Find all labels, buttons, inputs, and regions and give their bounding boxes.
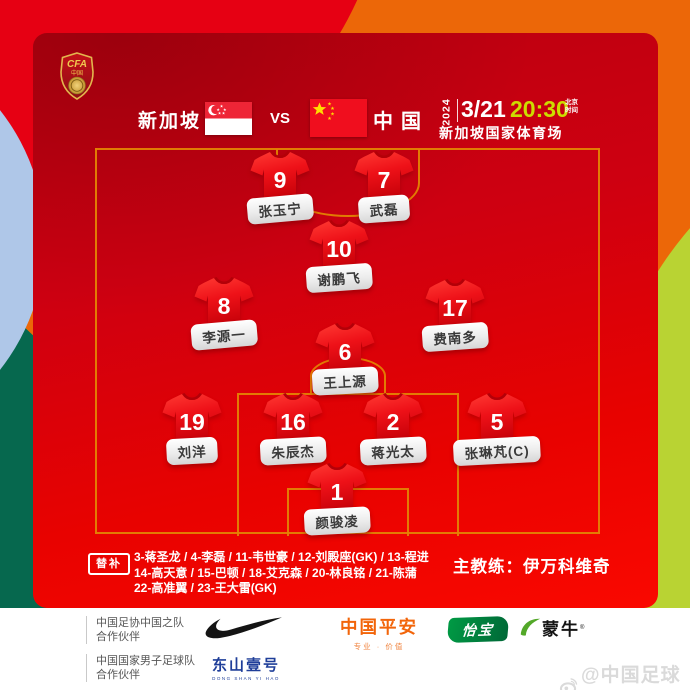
player-name-plate: 费南多 bbox=[421, 321, 489, 353]
svg-text:★: ★ bbox=[216, 107, 220, 112]
china-flag-icon: ★★ ★★ bbox=[310, 99, 367, 137]
svg-text:19: 19 bbox=[179, 409, 205, 435]
dongshan-subtext: DONG SHAN YI HAO bbox=[212, 676, 280, 681]
pingan-logo: 中国平安 专业 · 价值 bbox=[318, 614, 440, 652]
player-9: 9 张玉宁 bbox=[246, 150, 314, 225]
player-7: 7 武磊 bbox=[353, 150, 415, 224]
player-jersey-icon: 2 bbox=[363, 393, 423, 447]
svg-text:1: 1 bbox=[331, 479, 344, 505]
vs-label: VS bbox=[270, 110, 291, 127]
home-team-name: 新加坡 bbox=[138, 111, 202, 132]
player-10: 10 谢鹏飞 bbox=[305, 219, 373, 294]
cfa-badge-icon: CFA 中国 bbox=[60, 52, 94, 100]
svg-text:9: 9 bbox=[274, 167, 287, 193]
subs-line: 14-高天意 / 15-巴顿 / 18-艾克森 / 20-林良铭 / 21-陈蒲 bbox=[134, 565, 417, 580]
player-jersey-icon: 5 bbox=[467, 393, 527, 447]
player-jersey-icon: 6 bbox=[315, 323, 375, 377]
svg-text:★: ★ bbox=[330, 112, 335, 118]
svg-text:10: 10 bbox=[326, 236, 352, 262]
player-jersey-icon: 7 bbox=[354, 151, 414, 205]
player-17: 17 费南多 bbox=[421, 278, 489, 353]
subs-line: 3-蒋圣龙 / 4-李磊 / 11-韦世豪 / 12-刘殿座(GK) / 13-… bbox=[134, 550, 429, 564]
coach-name: 主教练：伊万科维奇 bbox=[453, 558, 611, 576]
dongshan-logo: 东山壹号 DONG SHAN YI HAO bbox=[212, 657, 281, 681]
player-16: 16 朱辰杰 bbox=[259, 392, 327, 466]
pingan-tagline: 专业 · 价值 bbox=[353, 642, 405, 651]
player-19: 19 刘洋 bbox=[161, 392, 223, 466]
pitch-touchline-right bbox=[598, 148, 600, 534]
svg-text:5: 5 bbox=[491, 409, 504, 435]
svg-text:★: ★ bbox=[223, 107, 227, 112]
pitch-touchline-left bbox=[95, 148, 97, 534]
player-2: 2 蒋光太 bbox=[359, 392, 427, 466]
nike-swoosh-icon bbox=[205, 617, 282, 639]
away-team-name: 中国 bbox=[373, 111, 429, 133]
badge-country-text: 中国 bbox=[71, 69, 83, 77]
subs-list: 3-蒋圣龙 / 4-李磊 / 11-韦世豪 / 12-刘殿座(GK) / 13-… bbox=[134, 550, 429, 597]
player-6: 6 王上源 bbox=[311, 322, 379, 396]
singapore-flag-icon: ★★ ★★ ★ bbox=[205, 102, 252, 135]
svg-text:★: ★ bbox=[218, 110, 222, 115]
mengniu-leaf-icon bbox=[520, 618, 541, 636]
timezone-note: 北京 时间 bbox=[565, 99, 578, 114]
svg-text:★: ★ bbox=[220, 103, 224, 108]
badge-cfa-text: CFA bbox=[67, 59, 87, 70]
player-name-plate: 刘洋 bbox=[165, 436, 219, 466]
svg-text:★: ★ bbox=[222, 110, 226, 115]
watermark: @中国足球队 bbox=[558, 660, 690, 690]
match-time: 20:30 bbox=[510, 96, 569, 122]
svg-text:★: ★ bbox=[330, 106, 335, 112]
player-8: 8 李源一 bbox=[190, 276, 258, 351]
partner-label-1: 中国足协中国之队 合作伙伴 bbox=[86, 616, 184, 644]
player-1: 1 颜骏凌 bbox=[303, 462, 371, 536]
match-date: 3/21 bbox=[461, 96, 506, 122]
player-jersey-icon: 16 bbox=[263, 393, 323, 447]
subs-line: 22-高准翼 / 23-王大雷(GK) bbox=[134, 581, 277, 595]
svg-text:★: ★ bbox=[327, 116, 332, 122]
player-name-plate: 颜骏凌 bbox=[303, 506, 371, 536]
player-name-plate: 张玉宁 bbox=[246, 193, 314, 225]
player-jersey-icon: 8 bbox=[194, 277, 254, 331]
svg-text:16: 16 bbox=[280, 409, 306, 435]
svg-text:★: ★ bbox=[327, 102, 332, 108]
subs-label: 替补 bbox=[88, 553, 130, 575]
yibao-logo: 怡宝 bbox=[446, 615, 510, 644]
player-jersey-icon: 9 bbox=[250, 151, 310, 205]
player-name-plate: 张琳芃(C) bbox=[452, 435, 542, 467]
svg-text:6: 6 bbox=[339, 339, 352, 365]
player-jersey-icon: 17 bbox=[425, 279, 485, 333]
player-5: 5 张琳芃(C) bbox=[452, 392, 542, 467]
player-jersey-icon: 19 bbox=[162, 393, 222, 447]
player-name-plate: 谢鹏飞 bbox=[305, 262, 373, 294]
svg-text:17: 17 bbox=[442, 295, 468, 321]
header-divider bbox=[457, 99, 458, 122]
watermark-handle: @中国足球队 bbox=[581, 665, 681, 686]
sponsor-band: 中国足协中国之队 合作伙伴 中国平安 专业 · 价值 怡宝 蒙牛 ® 中国国家男子… bbox=[0, 608, 690, 690]
mengniu-logo: 蒙牛 ® bbox=[518, 615, 584, 640]
player-name-plate: 蒋光太 bbox=[359, 436, 427, 466]
weibo-icon bbox=[559, 678, 578, 690]
partner-label-2: 中国国家男子足球队 合作伙伴 bbox=[86, 654, 195, 682]
player-name-plate: 李源一 bbox=[190, 319, 258, 351]
venue-name: 新加坡国家体育场 bbox=[439, 125, 563, 141]
svg-text:7: 7 bbox=[378, 167, 391, 193]
svg-text:2: 2 bbox=[387, 409, 400, 435]
svg-text:8: 8 bbox=[218, 293, 231, 319]
